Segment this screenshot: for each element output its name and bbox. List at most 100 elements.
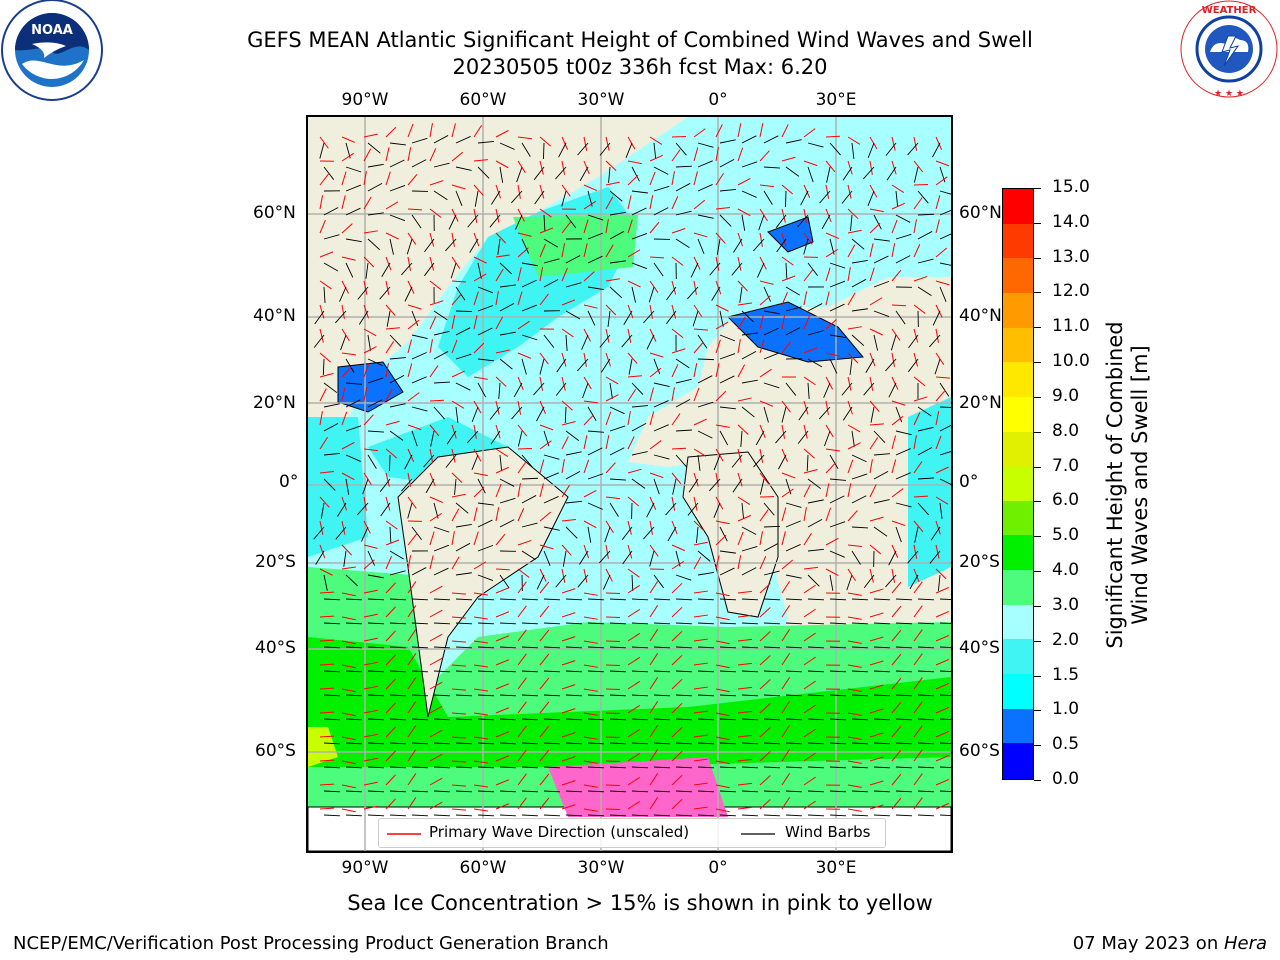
wind-barb — [367, 399, 383, 408]
wave-direction-arrow — [869, 612, 884, 618]
wind-barb — [873, 742, 891, 745]
wind-barb — [917, 447, 933, 456]
wave-direction-arrow — [517, 725, 527, 738]
wind-barb — [819, 406, 831, 420]
wave-direction-arrow — [473, 424, 477, 439]
wind-barb — [499, 718, 517, 721]
wind-barb — [491, 190, 501, 205]
wave-direction-arrow — [363, 346, 377, 354]
wave-direction-arrow — [451, 151, 464, 162]
wave-direction-arrow — [407, 173, 418, 186]
wind-barb — [389, 403, 406, 408]
wave-direction-arrow — [825, 448, 840, 452]
wind-barb — [863, 166, 875, 180]
wind-barb — [763, 742, 781, 745]
wind-barb — [829, 598, 847, 601]
wave-direction-arrow — [737, 302, 752, 306]
wave-direction-arrow — [935, 754, 950, 762]
wave-direction-arrow — [627, 436, 635, 450]
wind-barb — [565, 500, 582, 504]
wave-direction-arrow — [935, 160, 950, 167]
wind-barb — [565, 451, 582, 456]
wind-barb — [741, 718, 759, 721]
wind-barb — [863, 382, 875, 396]
wind-barb — [345, 622, 363, 625]
wave-direction-arrow — [891, 328, 901, 341]
wave-direction-arrow — [495, 466, 510, 474]
wave-direction-arrow — [319, 304, 325, 319]
wind-barb — [917, 190, 929, 204]
wave-direction-arrow — [517, 376, 524, 391]
wave-direction-arrow — [715, 640, 730, 645]
wave-direction-arrow — [473, 616, 488, 620]
wind-barb — [345, 238, 362, 243]
wind-barb — [345, 742, 363, 745]
wind-barb — [499, 497, 516, 504]
colorbar-tick-mark — [1034, 292, 1041, 294]
wave-direction-arrow — [825, 319, 837, 330]
wave-direction-arrow — [407, 605, 417, 618]
wave-direction-arrow — [341, 136, 356, 143]
wind-barb — [389, 526, 392, 544]
wave-direction-arrow — [385, 341, 395, 354]
wave-direction-arrow — [825, 184, 830, 199]
wave-direction-arrow — [451, 712, 466, 715]
wave-direction-arrow — [627, 776, 641, 786]
wave-direction-arrow — [605, 196, 614, 210]
wave-direction-arrow — [847, 544, 862, 548]
wave-direction-arrow — [869, 588, 884, 594]
wave-direction-arrow — [385, 201, 399, 210]
wind-barb — [609, 742, 627, 745]
colorbar-tick-mark — [1034, 536, 1041, 538]
wind-barb — [561, 190, 567, 207]
wind-barb — [917, 814, 935, 817]
wave-direction-arrow — [583, 136, 588, 151]
wave-direction-arrow — [869, 780, 884, 786]
wind-barb — [499, 454, 503, 471]
wind-barb — [411, 430, 418, 447]
wave-direction-arrow — [517, 267, 522, 282]
wave-direction-arrow — [561, 221, 572, 234]
wind-barb — [455, 523, 472, 528]
wave-direction-arrow — [803, 507, 807, 522]
wave-direction-arrow — [363, 589, 378, 594]
wind-barb — [455, 598, 473, 601]
wave-direction-arrow — [627, 389, 637, 402]
wave-direction-arrow — [737, 686, 752, 690]
wind-barb — [939, 694, 951, 697]
wind-barb — [323, 598, 341, 601]
wind-barb — [565, 282, 582, 288]
wind-barb — [565, 718, 583, 721]
wave-direction-arrow — [671, 149, 681, 162]
wave-direction-arrow — [715, 688, 730, 693]
footer-date-text: 07 May 2023 on — [1072, 933, 1224, 954]
legend-wave-direction-label: Primary Wave Direction (unscaled) — [429, 823, 690, 841]
wind-barb — [367, 766, 385, 769]
wave-height-map[interactable] — [306, 115, 953, 853]
wind-barb — [367, 334, 371, 351]
wind-barb — [521, 814, 539, 817]
wind-barb — [323, 207, 339, 216]
wave-direction-arrow — [539, 352, 549, 365]
wave-direction-arrow — [869, 804, 884, 810]
lat-tick-right: 20°N — [959, 393, 1002, 413]
wind-barb — [543, 454, 560, 460]
wind-barb — [389, 550, 404, 560]
wind-barb — [939, 742, 951, 745]
wind-barb — [823, 382, 831, 398]
wind-barb — [582, 382, 589, 399]
wind-barb — [433, 310, 448, 321]
wave-direction-arrow — [605, 136, 610, 151]
wind-barb — [622, 550, 633, 565]
wave-direction-arrow — [495, 755, 510, 762]
wind-barb — [433, 406, 445, 420]
wave-direction-arrow — [451, 760, 466, 763]
wind-barb — [653, 166, 669, 175]
noaa-logo: NOAA — [0, 0, 104, 104]
wind-barb — [807, 766, 825, 769]
wind-barb — [389, 334, 402, 347]
wind-barb — [587, 646, 605, 649]
wind-barb — [543, 694, 561, 697]
wave-direction-arrow — [627, 800, 641, 810]
wave-direction-arrow — [803, 424, 808, 439]
